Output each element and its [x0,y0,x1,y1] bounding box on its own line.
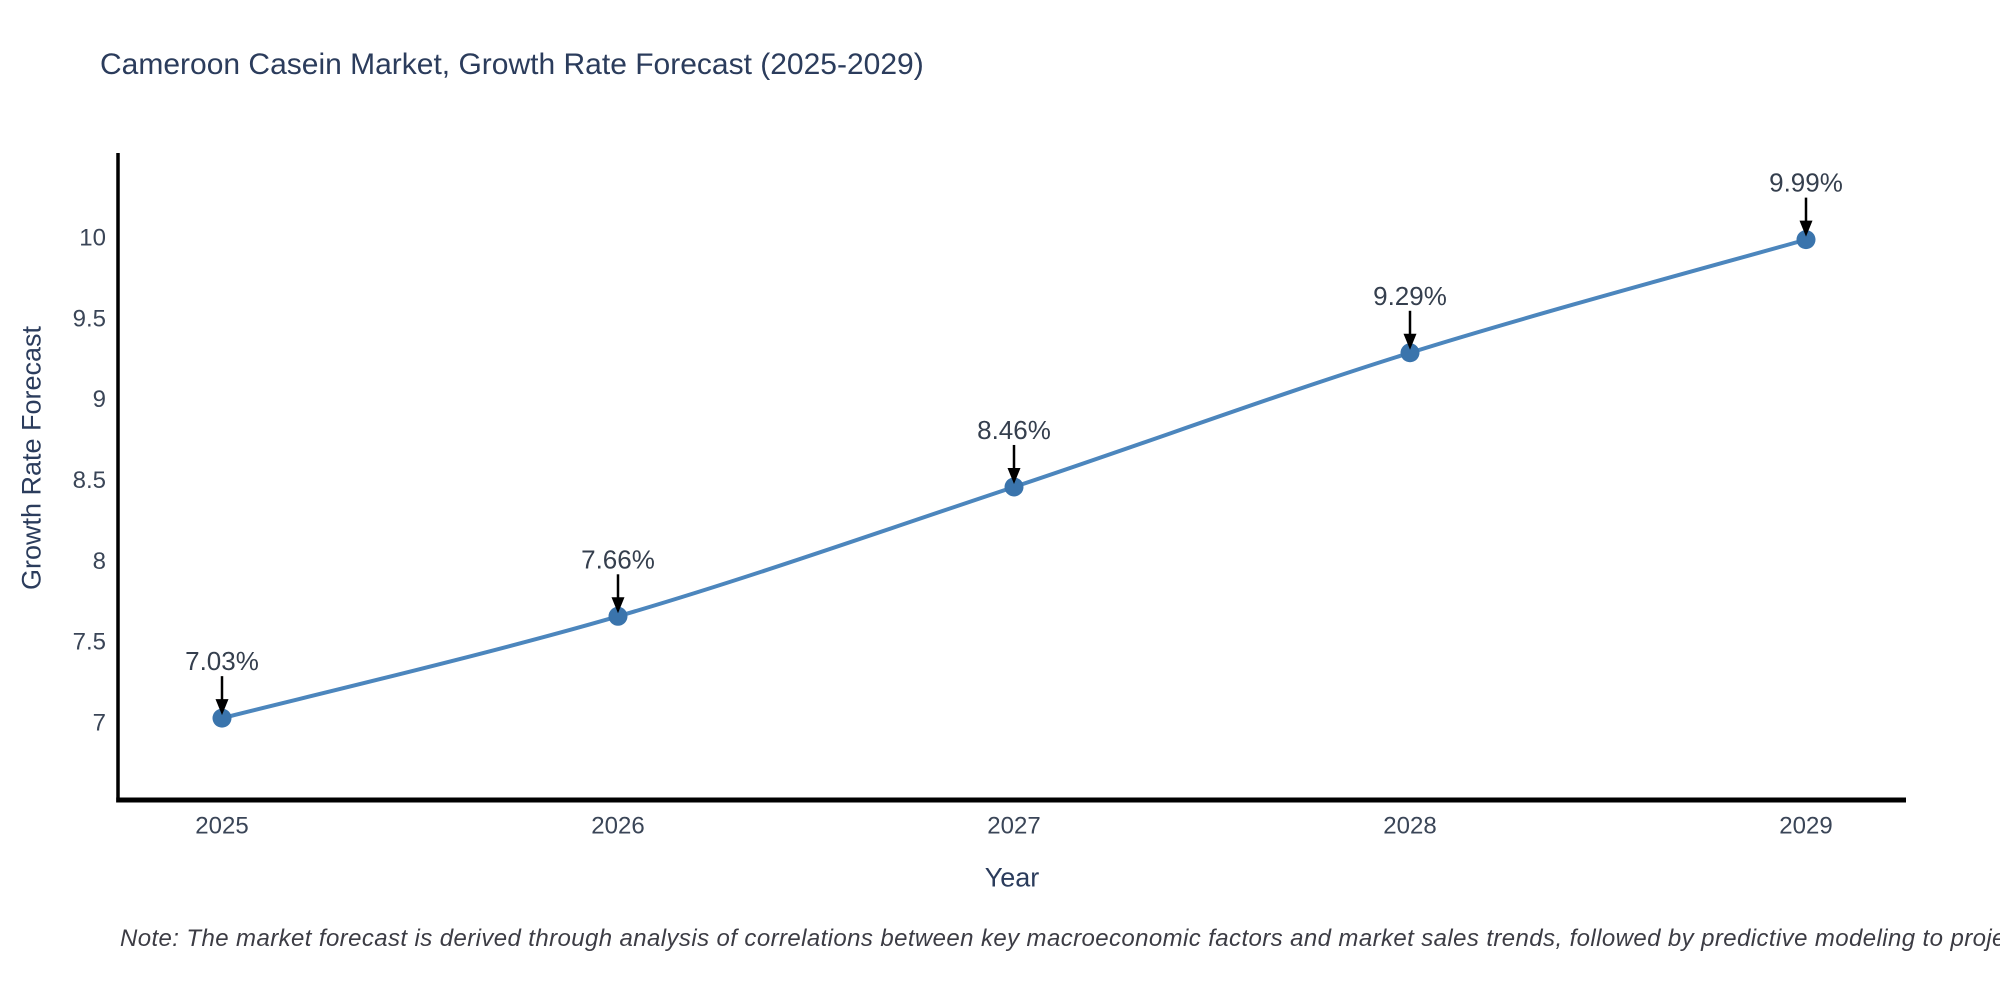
annotation-arrowhead [215,699,229,716]
y-tick-label: 9.5 [73,305,106,332]
y-tick-label: 10 [79,224,106,251]
data-point-marker[interactable] [1004,477,1024,497]
x-tick-label: 2028 [1383,813,1436,840]
footnote-text: Note: The market forecast is derived thr… [120,925,2000,952]
x-tick-label: 2026 [591,813,644,840]
data-point-marker[interactable] [1400,343,1420,363]
annotation-label: 7.03% [185,646,259,676]
data-point-marker[interactable] [608,606,628,626]
annotation-arrowhead [1007,467,1021,484]
data-point-marker[interactable] [1796,230,1816,250]
annotation-label: 8.46% [977,415,1051,445]
y-tick-label: 7 [93,710,106,737]
annotation-label: 9.29% [1373,281,1447,311]
y-tick-label: 7.5 [73,629,106,656]
x-tick-label: 2027 [987,813,1040,840]
chart-title: Cameroon Casein Market, Growth Rate Fore… [100,48,924,81]
y-tick-label: 9 [93,386,106,413]
annotation-arrowhead [611,597,625,614]
annotation-label: 7.66% [581,544,655,574]
x-tick-label: 2025 [195,813,248,840]
x-axis-title: Year [984,862,1040,893]
y-tick-label: 8.5 [73,467,106,494]
data-point-marker[interactable] [212,708,232,728]
annotation-arrowhead [1403,333,1417,350]
y-tick-label: 8 [93,548,106,575]
x-tick-label: 2029 [1779,813,1832,840]
annotation-label: 9.99% [1769,168,1843,198]
annotation-arrowhead [1799,220,1813,237]
